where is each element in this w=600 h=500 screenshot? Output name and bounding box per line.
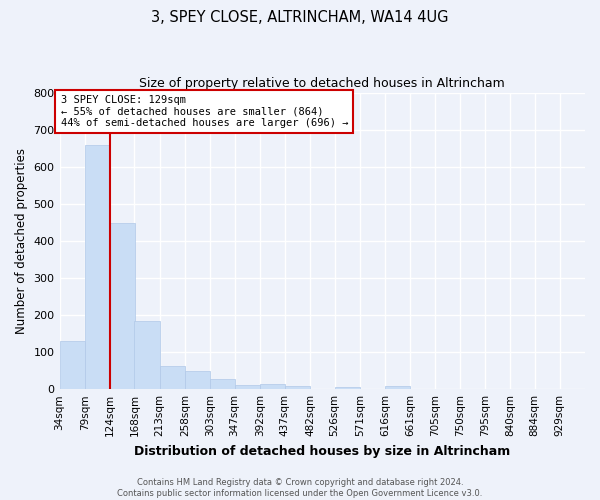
Bar: [285, 386, 310, 389]
Text: Contains HM Land Registry data © Crown copyright and database right 2024.
Contai: Contains HM Land Registry data © Crown c…: [118, 478, 482, 498]
Bar: [185, 372, 210, 389]
Bar: [210, 379, 235, 389]
Text: 3, SPEY CLOSE, ALTRINCHAM, WA14 4UG: 3, SPEY CLOSE, ALTRINCHAM, WA14 4UG: [151, 10, 449, 25]
Y-axis label: Number of detached properties: Number of detached properties: [15, 148, 28, 334]
Bar: [134, 320, 160, 389]
Bar: [335, 386, 360, 389]
Bar: [160, 366, 185, 389]
Bar: [59, 341, 85, 389]
Bar: [235, 384, 260, 389]
Text: 3 SPEY CLOSE: 129sqm
← 55% of detached houses are smaller (864)
44% of semi-deta: 3 SPEY CLOSE: 129sqm ← 55% of detached h…: [61, 95, 348, 128]
Bar: [110, 222, 135, 389]
Bar: [385, 386, 410, 389]
Bar: [85, 145, 110, 389]
Bar: [260, 384, 285, 389]
X-axis label: Distribution of detached houses by size in Altrincham: Distribution of detached houses by size …: [134, 444, 511, 458]
Title: Size of property relative to detached houses in Altrincham: Size of property relative to detached ho…: [139, 78, 505, 90]
